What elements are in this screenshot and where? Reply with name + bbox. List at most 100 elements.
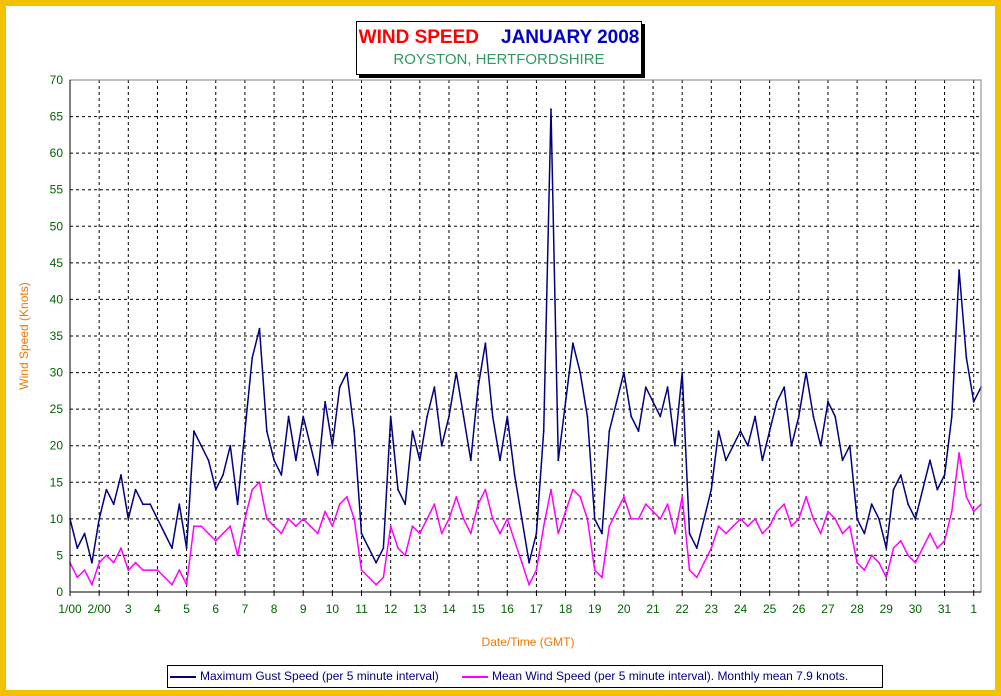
mean-point: [418, 532, 421, 535]
mean-point: [273, 525, 275, 528]
gust-point: [827, 400, 829, 403]
mean-series-line: [69, 452, 982, 586]
mean-point: [666, 503, 669, 506]
gust-point: [615, 400, 618, 403]
mean-point: [674, 532, 676, 535]
mean-point: [856, 561, 858, 564]
gust-point: [848, 444, 851, 447]
mean-point: [76, 576, 79, 579]
mean-point: [185, 583, 188, 586]
gust-point: [207, 459, 210, 462]
x-tick-label: 17: [530, 602, 544, 616]
gust-point: [389, 415, 392, 418]
mean-point: [134, 561, 137, 564]
gust-point: [76, 547, 79, 549]
gust-point: [528, 561, 530, 564]
x-tick-label: 7: [242, 602, 249, 616]
gust-point: [484, 342, 487, 345]
gust-point: [776, 400, 778, 403]
gust-point: [258, 327, 261, 330]
gust-point: [171, 547, 173, 549]
x-tick-label: 30: [909, 602, 923, 616]
mean-point: [360, 569, 363, 571]
gust-point: [681, 371, 684, 374]
mean-point: [557, 532, 560, 535]
gust-point: [958, 269, 960, 272]
gust-point: [251, 357, 254, 359]
x-tick-label: 27: [821, 602, 835, 616]
x-tick-label: 13: [413, 602, 427, 616]
x-tick-label: 20: [617, 602, 631, 616]
mean-point: [484, 488, 487, 491]
title-line: WIND SPEED JANUARY 2008: [357, 26, 641, 50]
y-tick-label: 25: [50, 402, 64, 416]
mean-point: [593, 569, 596, 571]
mean-point: [841, 532, 844, 535]
chart-subtitle: ROYSTON, HERTFORDSHIRE: [393, 51, 605, 68]
gust-point: [644, 386, 647, 389]
gust-point: [200, 444, 203, 447]
x-tick-label: 22: [676, 602, 690, 616]
x-tick-label: 29: [880, 602, 894, 616]
mean-point: [382, 576, 385, 579]
mean-point: [491, 518, 494, 520]
gust-point: [666, 386, 669, 389]
gust-point: [637, 430, 640, 432]
y-tick-label: 10: [50, 512, 64, 526]
mean-point: [579, 496, 582, 498]
gust-point: [754, 415, 756, 418]
gust-point: [805, 371, 807, 374]
mean-point: [972, 510, 975, 513]
mean-point: [608, 525, 611, 528]
gust-point: [105, 488, 108, 491]
gust-point: [309, 444, 312, 447]
mean-point: [586, 518, 589, 520]
legend: Maximum Gust Speed (per 5 minute interva…: [167, 665, 883, 688]
mean-point: [936, 547, 939, 549]
gust-point: [542, 430, 545, 432]
x-tick-label: 2/00: [87, 602, 111, 616]
mean-point: [754, 518, 756, 520]
grid-layer: [70, 79, 981, 592]
y-tick-label: 55: [50, 183, 64, 197]
mean-point: [265, 518, 268, 520]
x-tick-label: 16: [501, 602, 515, 616]
mean-point: [848, 525, 851, 528]
gust-point: [244, 430, 246, 432]
gust-point: [608, 430, 611, 432]
gust-series-line: [69, 108, 982, 564]
gust-point: [623, 371, 625, 374]
mean-point: [98, 561, 101, 564]
x-tick-label: 10: [326, 602, 340, 616]
gust-point: [521, 518, 523, 520]
mean-point: [477, 503, 479, 506]
mean-point: [958, 452, 960, 454]
x-tick-label: 1/00: [58, 602, 82, 616]
y-tick-label: 5: [56, 548, 63, 562]
mean-point: [819, 532, 822, 535]
mean-point: [812, 518, 815, 520]
mean-point: [178, 569, 181, 571]
gust-point: [856, 518, 858, 520]
gust-point: [149, 503, 152, 506]
mean-point: [367, 576, 370, 579]
x-tick-label: 1: [970, 602, 977, 616]
gust-point: [936, 488, 939, 491]
mean-point: [572, 488, 574, 491]
gust-point: [287, 415, 290, 418]
x-tick-label: 23: [705, 602, 719, 616]
y-tick-label: 70: [50, 73, 64, 87]
gust-point: [834, 415, 837, 418]
mean-point: [907, 554, 909, 557]
gust-point: [601, 532, 603, 535]
gust-point: [557, 459, 560, 462]
gust-point: [761, 459, 764, 462]
mean-point: [710, 547, 713, 549]
gust-point: [535, 532, 538, 535]
gust-point: [499, 459, 501, 462]
gust-point: [360, 532, 363, 535]
gust-point: [929, 459, 931, 462]
gust-point: [819, 444, 822, 447]
mean-point: [397, 547, 399, 549]
